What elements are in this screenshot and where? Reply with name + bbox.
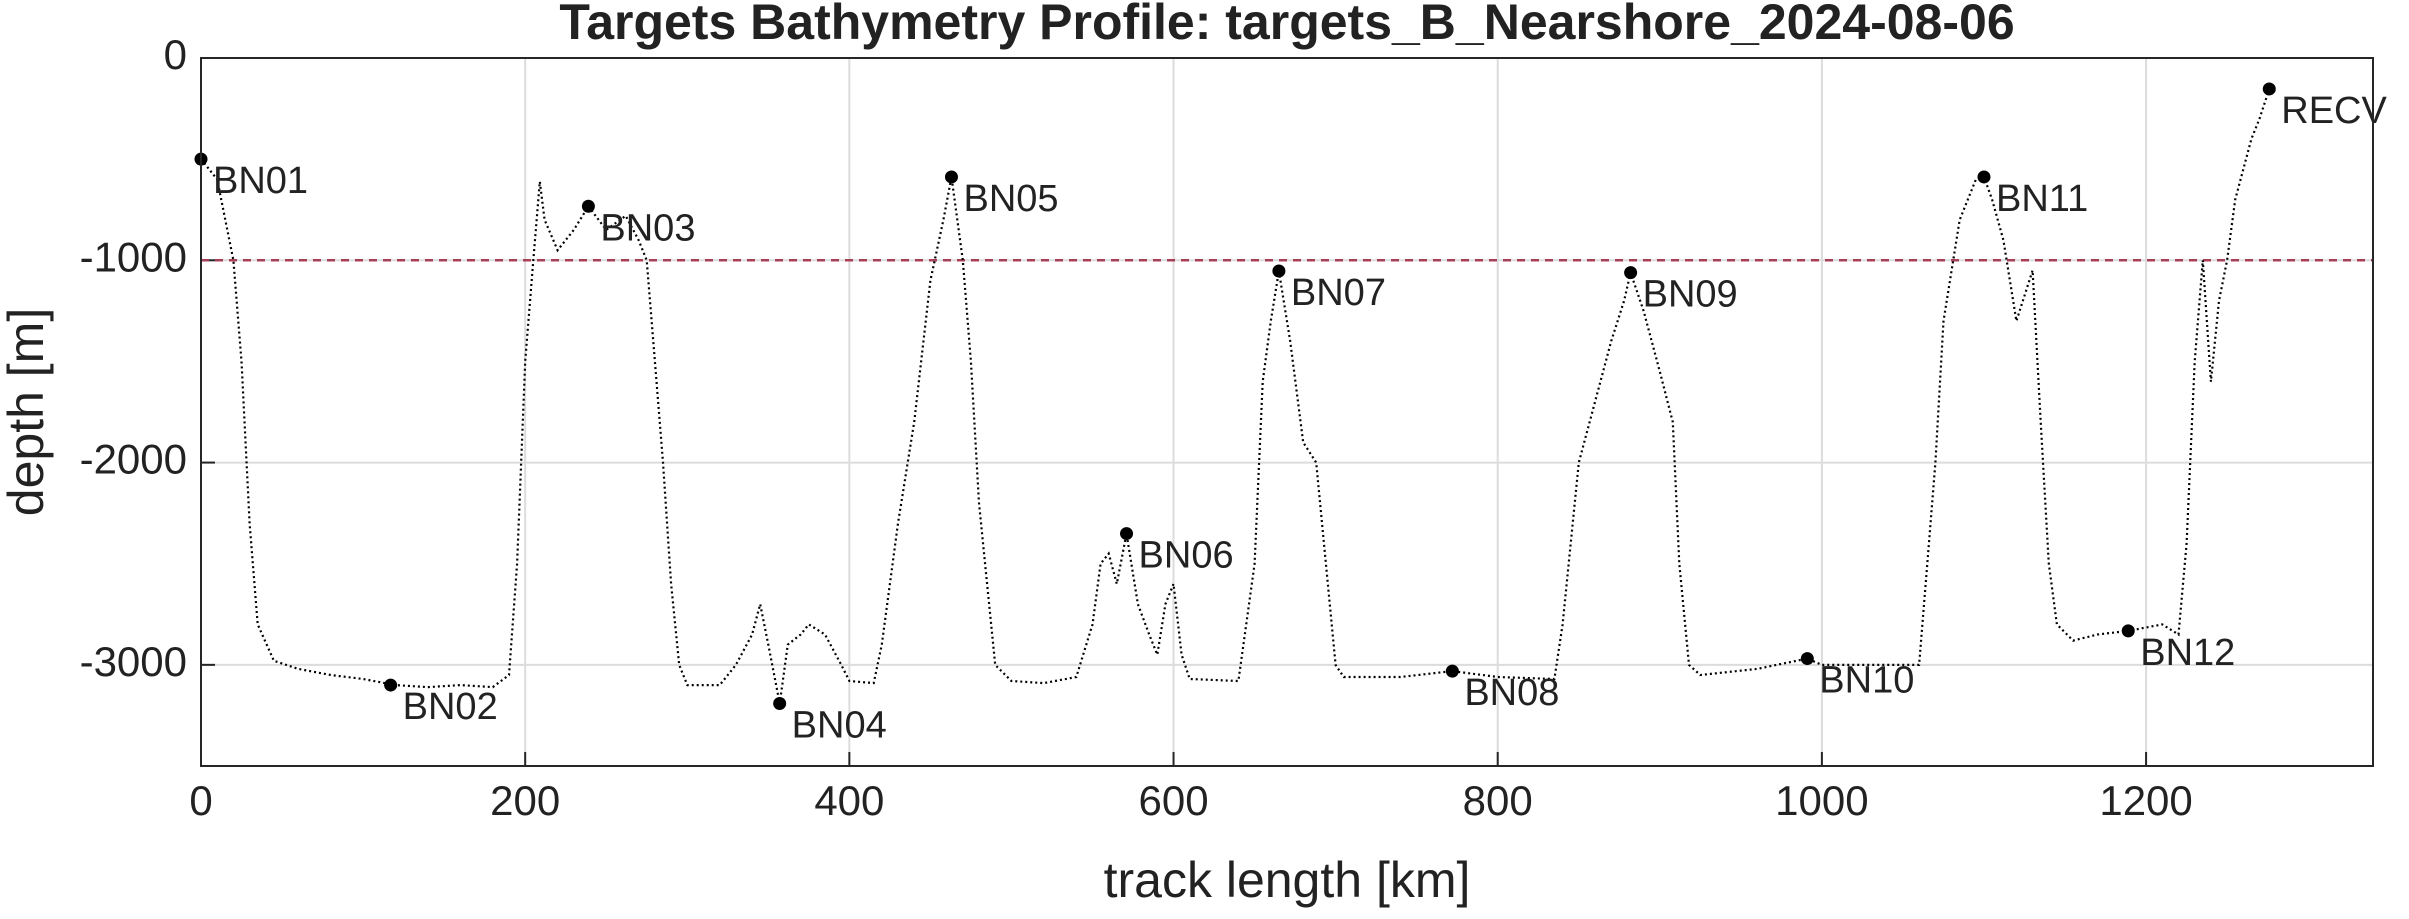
target-marker [1120,527,1134,541]
target-marker [773,696,787,710]
profile-line [200,88,2271,704]
target-label: BN10 [1819,660,1914,702]
y-tick-label: -1000 [80,233,187,280]
target-marker [1800,652,1814,666]
x-tick-label: 400 [814,777,884,824]
x-axis-label: track length [km] [1104,852,1471,908]
target-marker [1624,266,1638,280]
target-label: BN05 [963,178,1058,220]
target-label: BN01 [213,160,308,202]
x-tick-label: 1000 [1775,777,1868,824]
x-tick-label: 0 [189,777,212,824]
target-label: BN03 [600,207,695,249]
target-label: BN02 [403,686,498,728]
target-label: BN12 [2140,632,2235,674]
target-marker [1977,170,1991,184]
x-tick-label: 200 [490,777,560,824]
x-tick-label: 800 [1463,777,1533,824]
target-marker [2121,624,2135,638]
target-label: BN08 [1464,672,1559,714]
x-tick-label: 1200 [2099,777,2192,824]
target-label: RECV [2281,90,2387,132]
target-marker [384,678,398,692]
y-tick-label: -3000 [80,638,187,685]
chart-title: Targets Bathymetry Profile: targets_B_Ne… [559,0,2014,50]
y-tick-label: 0 [164,31,187,78]
target-label: BN07 [1291,272,1386,314]
target-marker [1272,264,1286,278]
target-label: BN04 [792,705,887,747]
target-label: BN09 [1643,274,1738,316]
target-marker [1445,664,1459,678]
y-axis-label: depth [m] [0,308,54,516]
x-tick-label: 600 [1138,777,1208,824]
target-label: BN06 [1139,535,1234,577]
target-label: BN11 [1996,178,2088,220]
target-marker [2262,82,2276,96]
target-marker [581,199,595,213]
plot-frame [200,57,2374,767]
y-tick-label: -2000 [80,436,187,483]
target-marker [944,170,958,184]
